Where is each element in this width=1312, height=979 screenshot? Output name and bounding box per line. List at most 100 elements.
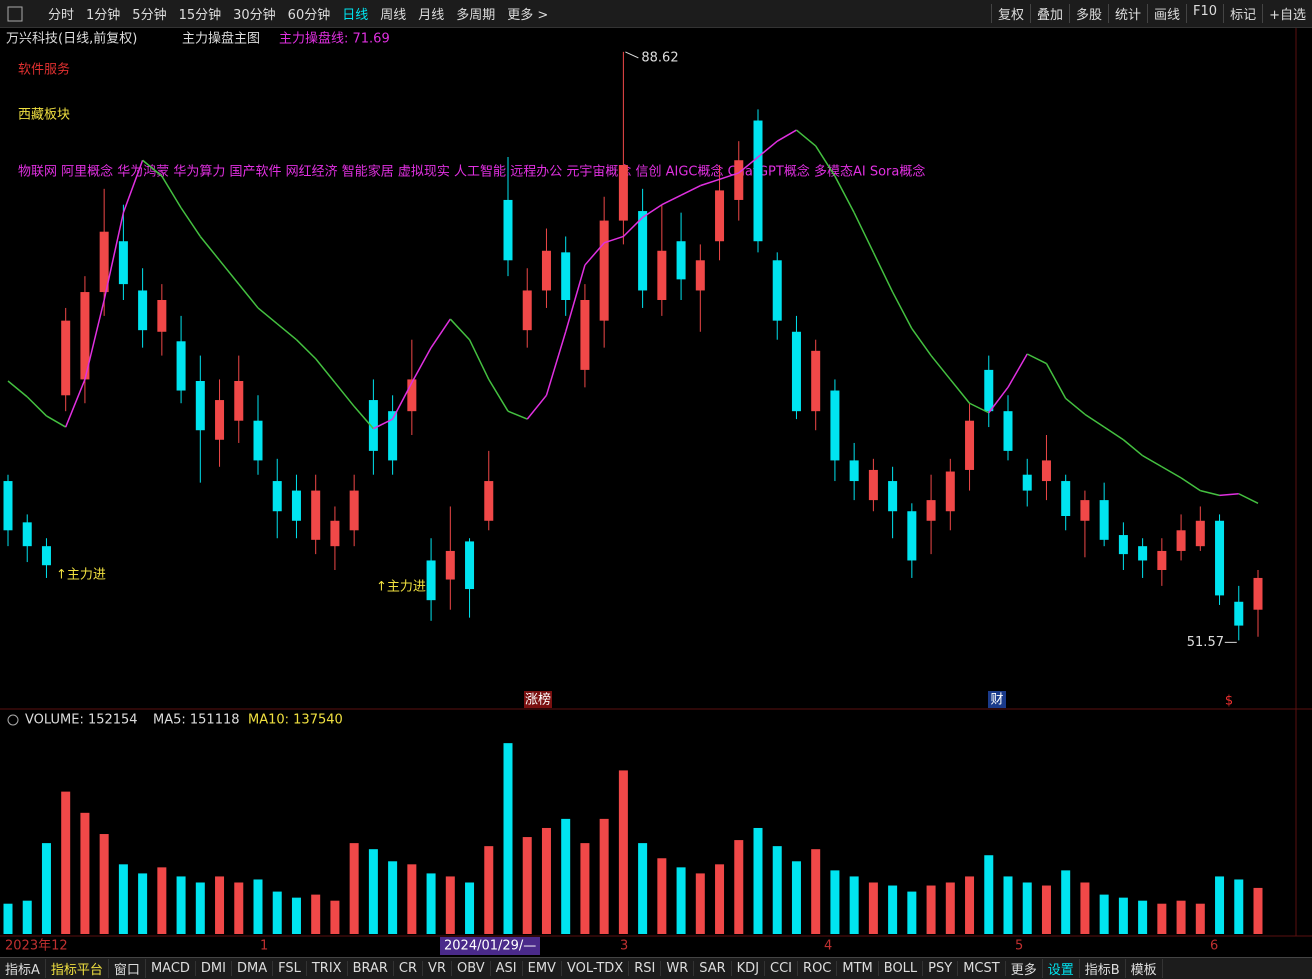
candle-body [830, 390, 840, 461]
signal-label: ↑主力进 [56, 568, 106, 583]
date-label: 2024/01/29/— [444, 939, 536, 954]
tab[interactable]: ROC [798, 961, 838, 976]
tab[interactable]: 30分钟 [233, 8, 276, 23]
tab[interactable]: VR [423, 961, 452, 976]
tab[interactable]: 60分钟 [287, 8, 331, 23]
indicator-line [930, 355, 951, 380]
right-group: 复权 叠加 多股 统计 画线 F10 标记 +自选 [990, 4, 1312, 23]
tab[interactable]: 设置 [1043, 959, 1080, 978]
indicator-line [1180, 477, 1201, 492]
tab[interactable]: MCST [958, 961, 1006, 976]
candle-body [1099, 500, 1109, 540]
indicator-line [1142, 454, 1163, 468]
tab[interactable]: SAR [694, 961, 732, 976]
volume-bar [1157, 903, 1167, 934]
candle-body [465, 541, 475, 590]
tab[interactable]: +自选 [1262, 4, 1312, 23]
candle-body [657, 250, 667, 300]
tab[interactable]: 指标B [1080, 959, 1126, 978]
tab[interactable]: 分时 [48, 8, 75, 23]
indicator-line [315, 358, 336, 384]
volume-bar [1253, 887, 1263, 934]
candle-body [3, 481, 13, 531]
tab[interactable]: 1分钟 [86, 8, 121, 23]
tab[interactable]: DMA [232, 961, 274, 976]
tab[interactable]: F10 [1186, 4, 1223, 23]
indicator-line [411, 347, 432, 383]
tab[interactable]: 更多 > [507, 8, 549, 23]
volume-bar [465, 882, 475, 934]
indicator-line [276, 323, 297, 341]
indicator-line [64, 379, 86, 428]
candle-body [407, 379, 417, 412]
tab[interactable]: 更多 [1006, 959, 1043, 978]
tab[interactable]: 统计 [1108, 4, 1147, 23]
volume-bar [41, 843, 51, 934]
tab[interactable]: MACD [146, 961, 196, 976]
menu-icon[interactable] [7, 6, 23, 22]
indicator-line [488, 379, 509, 412]
volume-bar [599, 818, 609, 934]
candle-body [330, 520, 340, 547]
candle-body [715, 190, 725, 242]
candle-body [676, 241, 686, 280]
tab[interactable]: 指标A [0, 959, 46, 978]
tab[interactable]: TRIX [307, 961, 348, 976]
candle-body [80, 292, 90, 380]
indicator-line [46, 415, 67, 428]
tab[interactable]: 月线 [418, 8, 445, 23]
line-label: 主力操盘线: 71.69 [279, 31, 390, 47]
volume-bar [1118, 897, 1128, 934]
candle-body [888, 481, 898, 512]
tag: 涨榜 [525, 692, 551, 708]
tab[interactable]: 窗口 [109, 959, 146, 978]
tab[interactable]: 多周期 [456, 8, 496, 23]
candle-body [965, 420, 975, 470]
candle-body [138, 290, 148, 331]
tab[interactable]: 标记 [1223, 4, 1262, 23]
tab[interactable]: OBV [452, 961, 491, 976]
tab[interactable]: RSI [629, 961, 662, 976]
tab[interactable]: VOL-TDX [562, 961, 630, 976]
tab[interactable]: 15分钟 [178, 8, 222, 23]
tab[interactable]: 5分钟 [132, 8, 167, 23]
tab[interactable]: 指标平台 [46, 959, 109, 978]
tab[interactable]: DMI [196, 961, 232, 976]
candle-body [1041, 460, 1051, 482]
tab[interactable]: CCI [765, 961, 799, 976]
indicator-line [545, 331, 567, 396]
tab[interactable]: FSL [273, 961, 307, 976]
candle-body [907, 511, 917, 561]
low-label: 51.57 [1187, 635, 1224, 650]
date-label: 5 [1015, 939, 1023, 954]
tab[interactable]: 画线 [1147, 4, 1186, 23]
tab[interactable]: 多股 [1069, 4, 1108, 23]
indicator-line [122, 159, 144, 213]
candle-body [22, 522, 32, 547]
tab[interactable]: 周线 [380, 8, 407, 23]
tab[interactable]: KDJ [732, 961, 766, 976]
indicator-line [853, 212, 875, 253]
tab[interactable]: BRAR [348, 961, 394, 976]
tab[interactable]: ASI [491, 961, 523, 976]
indicator-line [988, 386, 1009, 414]
tab[interactable]: MTM [837, 961, 879, 976]
tab[interactable]: EMV [523, 961, 562, 976]
indicator-line [373, 418, 393, 430]
tab[interactable]: 叠加 [1029, 4, 1069, 23]
tab[interactable]: 模板 [1126, 959, 1163, 978]
volume-bar [849, 876, 859, 934]
candle-body [811, 350, 821, 412]
tab[interactable]: 复权 [990, 4, 1030, 23]
tab[interactable]: 日线 [342, 8, 369, 23]
tab[interactable]: WR [661, 961, 695, 976]
tab[interactable]: PSY [923, 961, 959, 976]
tab[interactable]: CR [394, 961, 424, 976]
volume-bar [561, 818, 571, 934]
collapse-icon[interactable] [7, 714, 19, 726]
tab[interactable]: BOLL [879, 961, 924, 976]
volume-bar [1041, 885, 1051, 934]
candle-body [388, 411, 398, 461]
volume-header: MA10: 137540 [248, 713, 343, 728]
